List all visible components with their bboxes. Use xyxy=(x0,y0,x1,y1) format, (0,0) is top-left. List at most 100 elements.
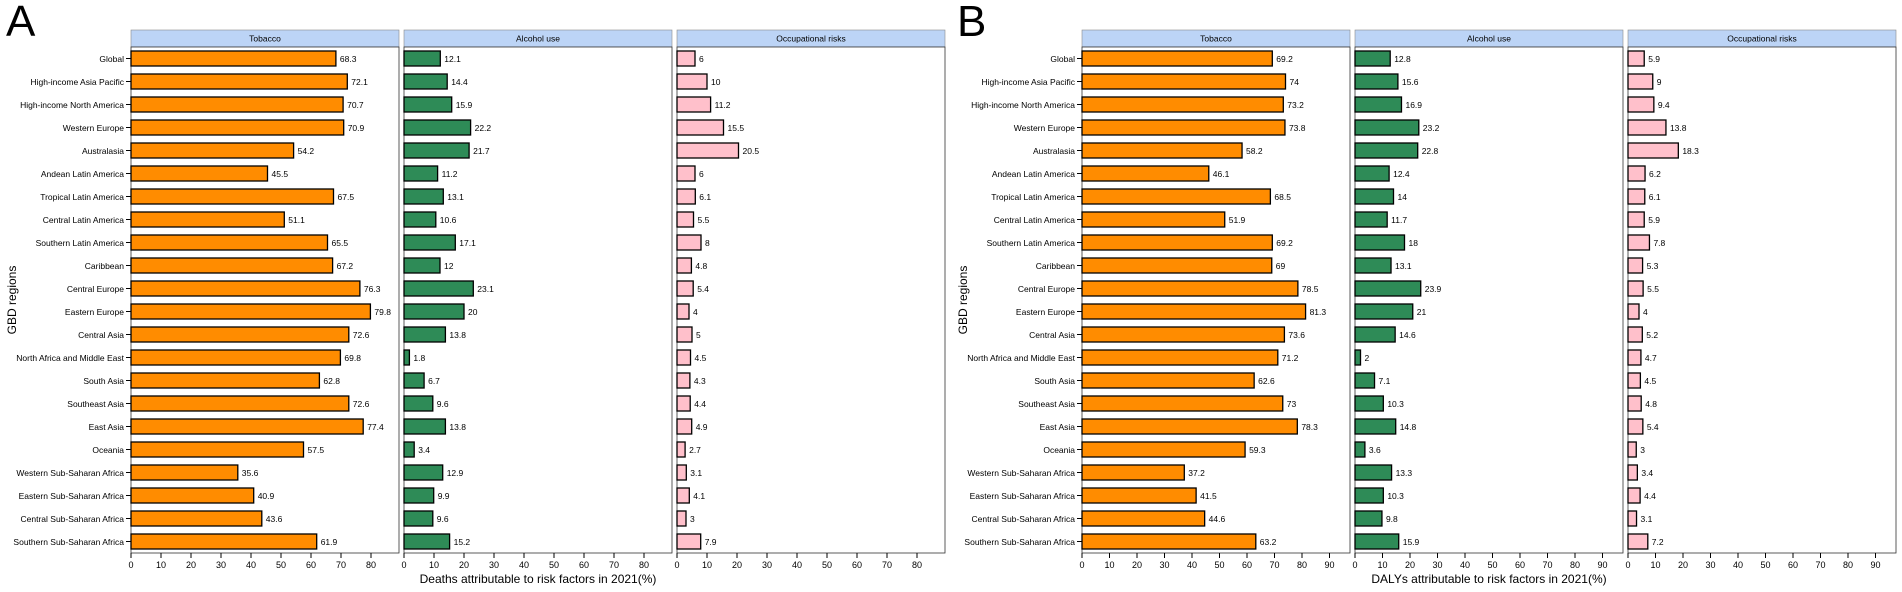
bar-tobacco-western-sub-saharan-africa xyxy=(1081,464,1185,481)
bar-tobacco-central-europe xyxy=(1081,280,1299,297)
bar-tobacco-australasia xyxy=(130,142,295,159)
y-tick-label-southern-latin-america: Southern Latin America xyxy=(987,238,1076,248)
bar-value-label: 1.8 xyxy=(413,353,425,363)
bar-value-label: 57.5 xyxy=(308,445,325,455)
y-tick-label-oceania: Oceania xyxy=(92,445,124,455)
bar-value-label: 2 xyxy=(1365,353,1370,363)
bar-value-label: 6 xyxy=(699,54,704,64)
bar-value-label: 3 xyxy=(1640,445,1645,455)
y-tick-label-eastern-europe: Eastern Europe xyxy=(65,307,124,317)
bar-alcohol-use-central-asia xyxy=(1354,326,1396,343)
x-tick-label: 40 xyxy=(246,560,256,570)
bar-alcohol-use-eastern-sub-saharan-africa xyxy=(1354,487,1384,504)
bar-value-label: 5.5 xyxy=(698,215,710,225)
bar-value-label: 54.2 xyxy=(298,146,315,156)
x-tick-label: 60 xyxy=(306,560,316,570)
panel-label: A xyxy=(6,0,36,46)
bar-value-label: 5.9 xyxy=(1648,54,1660,64)
bar-tobacco-high-income-north-america xyxy=(1081,96,1284,113)
bar-value-label: 4.7 xyxy=(1645,353,1657,363)
bar-value-label: 14.4 xyxy=(451,77,468,87)
x-tick-label: 40 xyxy=(1733,560,1743,570)
bar-tobacco-andean-latin-america xyxy=(1081,165,1210,182)
y-tick-label-south-asia: South Asia xyxy=(1034,376,1075,386)
bar-value-label: 4 xyxy=(1643,307,1648,317)
bar-value-label: 14.6 xyxy=(1399,330,1416,340)
bar-value-label: 16.9 xyxy=(1405,100,1422,110)
bar-value-label: 74 xyxy=(1290,77,1300,87)
facet-title-tobacco: Tobacco xyxy=(1200,34,1232,44)
x-tick-label: 50 xyxy=(276,560,286,570)
bar-tobacco-central-sub-saharan-africa xyxy=(130,510,263,527)
bar-value-label: 18 xyxy=(1409,238,1419,248)
bar-value-label: 5 xyxy=(696,330,701,340)
x-tick-label: 0 xyxy=(1352,560,1357,570)
bar-value-label: 72.6 xyxy=(353,330,370,340)
y-tick-label-south-asia: South Asia xyxy=(83,376,124,386)
bar-occupational-risks-southeast-asia xyxy=(1627,395,1642,412)
bar-value-label: 15.5 xyxy=(728,123,745,133)
bar-value-label: 10.6 xyxy=(440,215,457,225)
bar-tobacco-south-asia xyxy=(130,372,321,389)
y-tick-label-north-africa-and-middle-east: North Africa and Middle East xyxy=(967,353,1075,363)
bar-value-label: 45.5 xyxy=(272,169,289,179)
bar-value-label: 81.3 xyxy=(1310,307,1327,317)
bar-occupational-risks-high-income-asia-pacific xyxy=(1627,73,1654,90)
x-tick-label: 20 xyxy=(1405,560,1415,570)
bar-occupational-risks-southeast-asia xyxy=(676,395,691,412)
x-tick-label: 80 xyxy=(1843,560,1853,570)
bar-value-label: 22.2 xyxy=(475,123,492,133)
bar-tobacco-andean-latin-america xyxy=(130,165,269,182)
bar-value-label: 15.2 xyxy=(454,537,471,547)
bar-value-label: 73.2 xyxy=(1287,100,1304,110)
bar-value-label: 44.6 xyxy=(1209,514,1226,524)
bar-value-label: 13.1 xyxy=(1395,261,1412,271)
bar-alcohol-use-north-africa-and-middle-east xyxy=(1354,349,1362,366)
x-tick-label: 80 xyxy=(639,560,649,570)
facet-occupational-risks: Occupational risks 0 10 20 30 40 50 60 70 80 90 5.9… xyxy=(1625,29,1897,570)
x-tick-label: 50 xyxy=(549,560,559,570)
bar-value-label: 7.1 xyxy=(1379,376,1391,386)
y-tick-label-global: Global xyxy=(99,54,124,64)
bar-value-label: 4.1 xyxy=(693,491,705,501)
y-tick-label-north-africa-and-middle-east: North Africa and Middle East xyxy=(16,353,124,363)
x-tick-label: 10 xyxy=(429,560,439,570)
bar-value-label: 70.7 xyxy=(347,100,364,110)
y-tick-label-high-income-asia-pacific: High-income Asia Pacific xyxy=(981,77,1075,87)
bar-alcohol-use-eastern-europe xyxy=(403,303,465,320)
bar-value-label: 68.3 xyxy=(340,54,357,64)
bar-occupational-risks-southern-sub-saharan-africa xyxy=(676,533,702,550)
bar-occupational-risks-western-sub-saharan-africa xyxy=(676,464,687,481)
bar-tobacco-oceania xyxy=(1081,441,1246,458)
bar-value-label: 23.1 xyxy=(477,284,494,294)
bar-value-label: 12.9 xyxy=(447,468,464,478)
bar-value-label: 9 xyxy=(1657,77,1662,87)
y-tick-label-southern-sub-saharan-africa: Southern Sub-Saharan Africa xyxy=(964,537,1075,547)
bar-value-label: 15.9 xyxy=(456,100,473,110)
facet-title-occupational-risks: Occupational risks xyxy=(776,34,845,44)
bar-alcohol-use-central-europe xyxy=(403,280,474,297)
bar-occupational-risks-eastern-europe xyxy=(676,303,690,320)
y-tick-label-caribbean: Caribbean xyxy=(85,261,124,271)
y-tick-label-eastern-europe: Eastern Europe xyxy=(1016,307,1075,317)
bar-value-label: 6 xyxy=(699,169,704,179)
x-tick-label: 90 xyxy=(1597,560,1607,570)
bar-alcohol-use-tropical-latin-america xyxy=(1354,188,1395,205)
bar-value-label: 46.1 xyxy=(1213,169,1230,179)
bar-value-label: 4.4 xyxy=(1644,491,1656,501)
bar-occupational-risks-high-income-north-america xyxy=(1627,96,1655,113)
bar-value-label: 8 xyxy=(705,238,710,248)
y-tick-label-western-sub-saharan-africa: Western Sub-Saharan Africa xyxy=(16,468,124,478)
bar-value-label: 3.1 xyxy=(690,468,702,478)
bar-value-label: 13.8 xyxy=(1670,123,1687,133)
bar-alcohol-use-southern-latin-america xyxy=(1354,234,1406,251)
bar-tobacco-tropical-latin-america xyxy=(1081,188,1272,205)
bar-tobacco-tropical-latin-america xyxy=(130,188,335,205)
bar-occupational-risks-caribbean xyxy=(1627,257,1644,274)
bar-value-label: 40.9 xyxy=(258,491,275,501)
bar-alcohol-use-central-latin-america xyxy=(403,211,437,228)
bar-value-label: 3 xyxy=(690,514,695,524)
bar-alcohol-use-caribbean xyxy=(1354,257,1392,274)
facet-tobacco: Tobacco 0 10 20 30 40 50 60 70 80 90 69.2 74 73.2 73.8… xyxy=(1079,29,1351,570)
bar-tobacco-central-europe xyxy=(130,280,361,297)
